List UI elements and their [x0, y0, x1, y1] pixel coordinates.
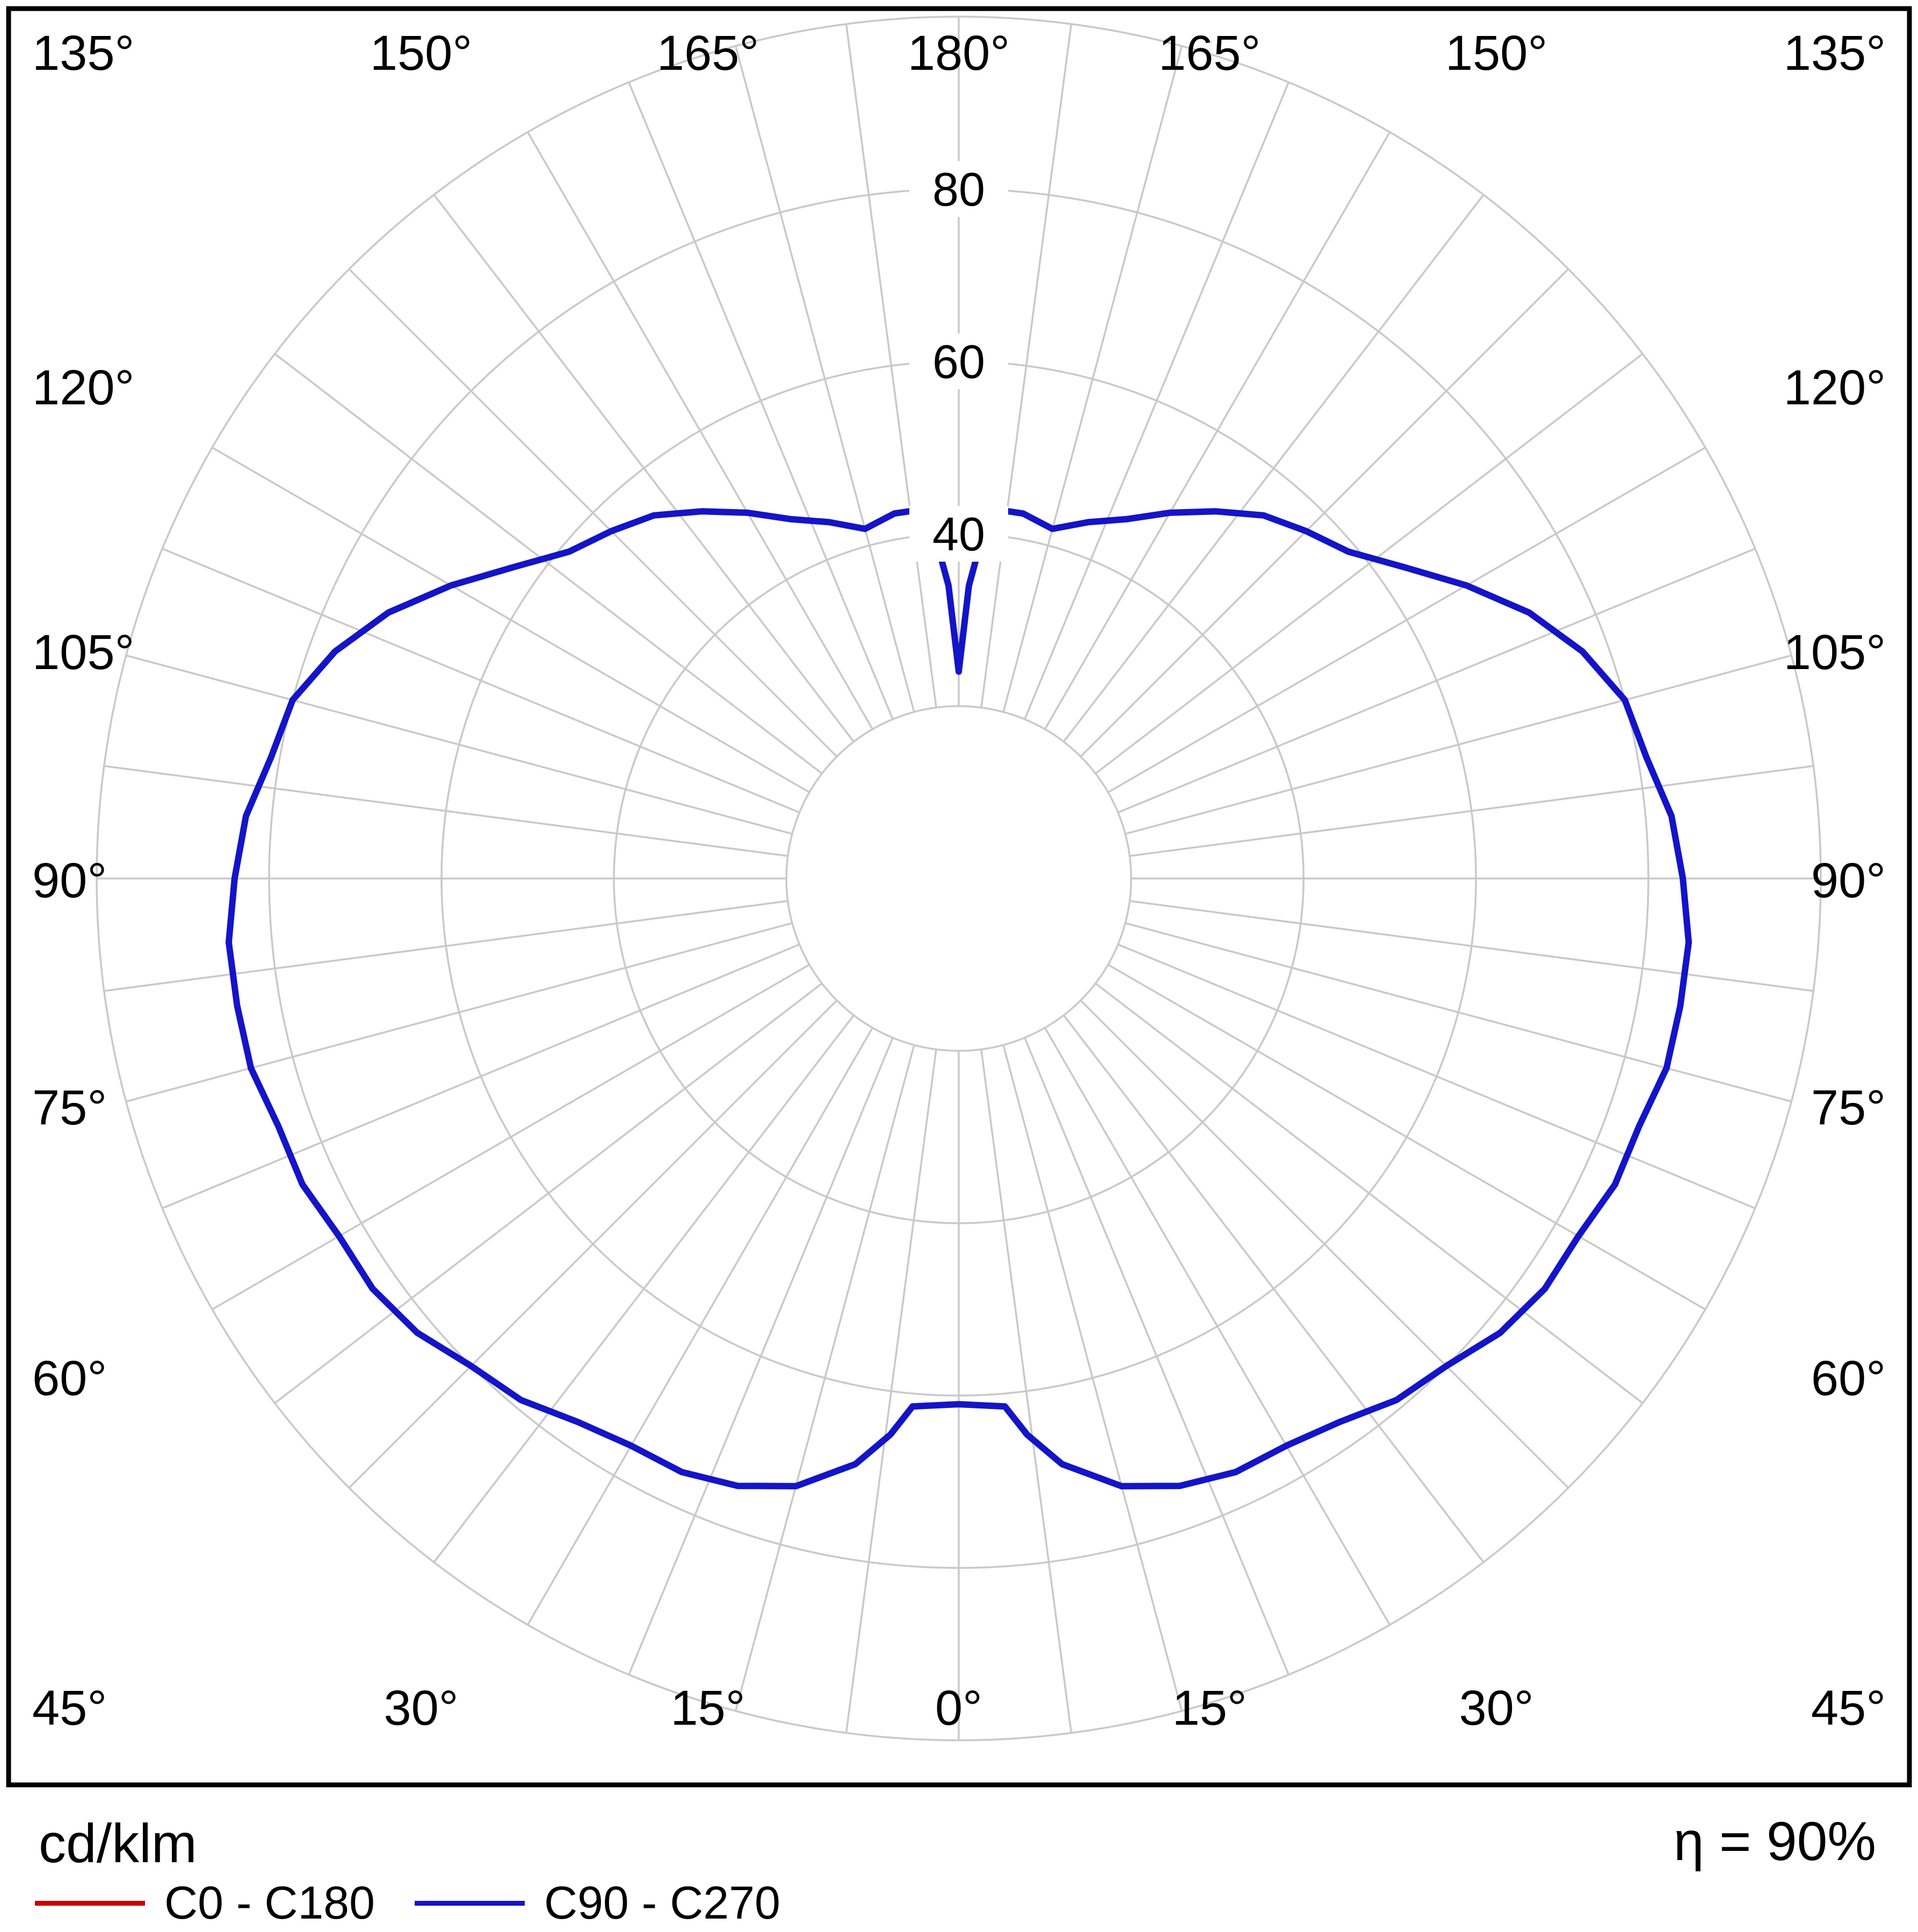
grid-spoke: [1108, 446, 1706, 794]
grid-spoke: [1130, 900, 1814, 992]
radial-tick-label: 40: [932, 507, 985, 561]
grid-spoke: [1044, 132, 1391, 730]
grid-spoke: [1117, 548, 1756, 814]
legend-label-c0-c180: C0 - C180: [164, 1877, 375, 1929]
grid-spoke: [274, 983, 823, 1404]
grid-spoke: [126, 654, 793, 835]
angle-label: 105°: [32, 625, 134, 680]
radial-label-backing: [909, 333, 1008, 389]
grid-spoke: [1024, 1037, 1290, 1675]
grid-spoke: [526, 132, 874, 730]
angle-label: 135°: [1784, 26, 1886, 81]
grid-spoke: [1063, 1014, 1485, 1563]
angle-label: 120°: [1784, 360, 1886, 415]
angle-label: 45°: [32, 1681, 107, 1735]
legend-item-c90-c270: C90 - C270: [415, 1878, 780, 1928]
grid-spoke: [433, 194, 855, 743]
grid-spoke: [734, 1044, 915, 1711]
angle-label: 30°: [383, 1681, 458, 1735]
radial-tick-labels: 40 60 80: [909, 161, 1008, 562]
grid-spoke: [1063, 194, 1485, 743]
unit-label: cd/klm: [39, 1813, 197, 1874]
grid-spoke: [212, 446, 810, 794]
grid-spoke: [845, 1049, 937, 1733]
grid-spoke: [1095, 353, 1644, 774]
grid-spoke: [845, 24, 937, 708]
angle-label: 150°: [1445, 26, 1547, 81]
legend: C0 - C180 C90 - C270: [0, 1878, 1918, 1932]
grid-spoke: [1125, 654, 1792, 835]
grid-spoke: [274, 353, 823, 774]
grid-spoke: [980, 24, 1073, 708]
angle-label: 15°: [1172, 1681, 1247, 1735]
grid-spoke: [212, 963, 810, 1311]
curve-c90-c270: [225, 507, 1692, 1490]
angle-label: 105°: [1784, 625, 1886, 680]
grid-spoke: [628, 1037, 894, 1675]
efficiency-label: η = 90%: [1673, 1811, 1876, 1872]
grid-spoke: [1108, 963, 1706, 1311]
chart-border: [6, 6, 1912, 1788]
grid-spoke: [348, 268, 838, 758]
grid-spoke: [162, 548, 800, 814]
grid-spoke: [1002, 46, 1183, 713]
angle-label: 45°: [1811, 1681, 1886, 1735]
angle-label: 30°: [1459, 1681, 1533, 1735]
radial-label-backing: [909, 506, 1008, 562]
radial-tick-label: 80: [932, 163, 985, 216]
legend-label-c90-c270: C90 - C270: [544, 1877, 780, 1929]
radial-tick-label: 60: [932, 335, 985, 388]
grid-spoke: [1095, 983, 1644, 1404]
angle-label: 90°: [1811, 853, 1886, 908]
grid-spoke: [162, 943, 800, 1209]
grid-spoke: [526, 1027, 874, 1625]
grid-spoke: [1002, 1044, 1183, 1711]
grid-spoke: [1125, 922, 1792, 1103]
grid-spoke: [1044, 1027, 1391, 1625]
angle-label: 180°: [908, 26, 1010, 81]
grid-spoke: [1117, 943, 1756, 1209]
c0-c180-line-swatch: [35, 1900, 145, 1906]
grid-spoke: [1080, 268, 1569, 758]
angle-label: 165°: [657, 26, 759, 81]
grid-spoke: [628, 82, 894, 720]
angle-label: 75°: [1811, 1080, 1886, 1135]
grid-spoke: [1024, 82, 1290, 720]
angle-label: 135°: [32, 26, 134, 81]
grid-spoke: [1080, 999, 1569, 1489]
angle-label: 165°: [1159, 26, 1261, 81]
legend-item-c0-c180: C0 - C180: [35, 1878, 375, 1928]
angle-label: 120°: [32, 360, 134, 415]
grid-spoke: [433, 1014, 855, 1563]
angle-label: 75°: [32, 1080, 107, 1135]
angle-label: 60°: [1811, 1351, 1886, 1406]
angle-labels: 135° 150° 165° 180° 165° 150° 135° 120° 120° 105°…: [32, 26, 1886, 1735]
grid-spoke: [104, 900, 788, 992]
grid-spoke: [734, 46, 915, 713]
grid-spoke: [348, 999, 838, 1489]
angle-label: 60°: [32, 1351, 107, 1406]
grid-spoke: [980, 1049, 1073, 1733]
angle-label: 0°: [935, 1681, 982, 1735]
grid-spoke: [126, 922, 793, 1103]
angle-label: 90°: [32, 853, 107, 908]
angle-label: 150°: [370, 26, 472, 81]
angle-label: 15°: [670, 1681, 745, 1735]
c90-c270-line-swatch: [415, 1900, 525, 1906]
grid-spoke: [104, 765, 788, 857]
polar-grid: [96, 16, 1822, 1741]
grid-spoke: [1130, 765, 1814, 857]
radial-label-backing: [909, 161, 1008, 217]
grid-ring: [785, 705, 1132, 1052]
